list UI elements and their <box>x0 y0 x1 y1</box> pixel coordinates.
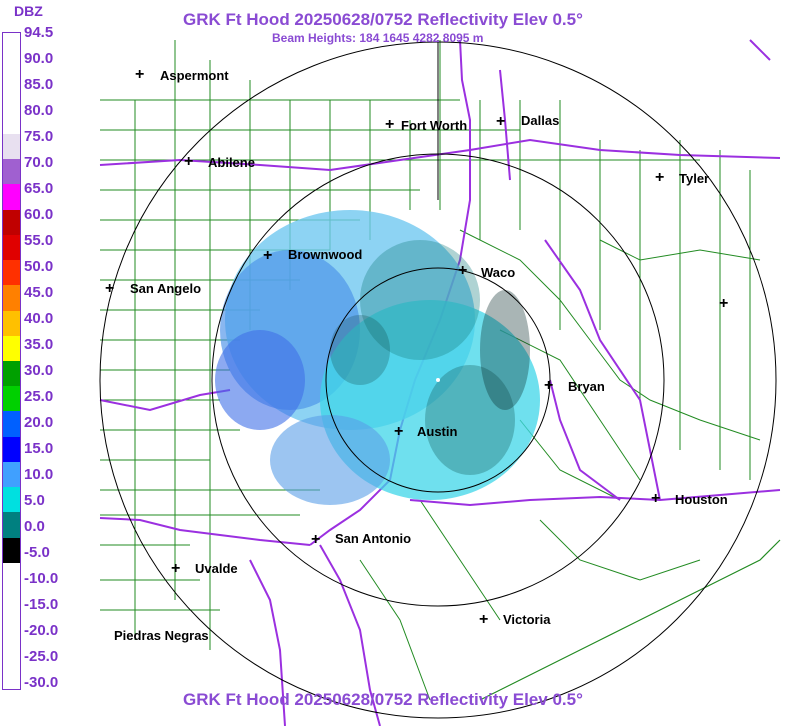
legend-swatch <box>3 58 20 84</box>
city-marker-bryan: + <box>544 377 554 394</box>
legend-swatch <box>3 588 20 614</box>
city-label-san-antonio: San Antonio <box>335 531 412 546</box>
legend-swatch <box>3 361 20 387</box>
legend-swatch <box>3 487 20 513</box>
city-label-waco: Waco <box>481 265 516 280</box>
map-footer-title: GRK Ft Hood 20250628/0752 Reflectivity E… <box>183 690 583 709</box>
legend-swatch <box>3 234 20 261</box>
reflectivity-echoes <box>215 210 540 505</box>
legend-swatch <box>3 461 20 488</box>
legend-swatch <box>3 335 20 362</box>
legend-label: -15.0 <box>24 596 59 613</box>
map-title: GRK Ft Hood 20250628/0752 Reflectivity E… <box>183 10 583 29</box>
legend-swatch <box>3 512 20 539</box>
legend-swatch <box>3 159 20 185</box>
legend-label: 75.0 <box>24 128 54 145</box>
legend-label: 30.0 <box>24 362 54 379</box>
legend-swatch <box>3 663 20 690</box>
city-label-san-angelo: San Angelo <box>130 281 202 296</box>
city-marker-austin: + <box>394 423 404 440</box>
city-label-fort-worth: Fort Worth <box>401 118 468 133</box>
legend-label: 15.0 <box>24 440 54 457</box>
legend-swatch <box>3 537 20 564</box>
legend-label: 90.0 <box>24 50 54 67</box>
city-marker-san-angelo: + <box>105 280 115 297</box>
legend-label: 5.0 <box>24 492 45 509</box>
city-marker-brownwood: + <box>263 247 273 264</box>
legend-label: 94.5 <box>24 24 54 41</box>
city-marker-houston: + <box>651 490 661 507</box>
radar-site <box>436 378 440 382</box>
city-label-tyler: Tyler <box>679 171 710 186</box>
city-label-austin: Austin <box>417 424 458 439</box>
legend-label: 80.0 <box>24 102 54 119</box>
legend-swatch <box>3 33 20 59</box>
legend-unit: DBZ <box>14 3 43 19</box>
legend-swatch <box>3 613 20 640</box>
legend-swatch <box>3 638 20 665</box>
city-marker-san-antonio: + <box>311 531 321 548</box>
legend-label: -25.0 <box>24 648 59 665</box>
city-marker-tyler: + <box>655 169 665 186</box>
legend-swatch <box>3 310 20 337</box>
city-marker-unnamed: + <box>719 295 729 312</box>
legend-label: -30.0 <box>24 674 59 691</box>
legend-swatch <box>3 436 20 463</box>
range-rings <box>99 40 777 719</box>
city-label-bryan: Bryan <box>568 379 605 394</box>
city-label-brownwood: Brownwood <box>288 247 363 262</box>
legend-swatch <box>3 133 20 160</box>
legend-label: 65.0 <box>24 180 54 197</box>
legend-swatch <box>3 562 20 589</box>
legend-label: 25.0 <box>24 388 54 405</box>
legend-label: -5.0 <box>24 544 50 561</box>
city-label-dallas: Dallas <box>521 113 560 128</box>
legend-label: 45.0 <box>24 284 54 301</box>
city-label-abilene: Abilene <box>208 155 255 170</box>
legend-label: 40.0 <box>24 310 54 327</box>
legend-label: 60.0 <box>24 206 54 223</box>
legend-swatch <box>3 386 20 412</box>
legend-label: 0.0 <box>24 518 45 535</box>
legend-label: 85.0 <box>24 76 54 93</box>
city-marker-abilene: + <box>184 153 194 170</box>
city-marker-waco: + <box>458 262 468 279</box>
color-legend: DBZ 94.5 90.0 85.0 80.0 75.0 70.0 65.0 60.0 55.0… <box>0 0 98 726</box>
city-marker-uvalde: + <box>171 560 181 577</box>
city-label-victoria: Victoria <box>503 612 551 627</box>
city-label-uvalde: Uvalde <box>195 561 238 576</box>
legend-swatch <box>3 184 20 211</box>
radar-map <box>99 39 781 726</box>
legend-label: 35.0 <box>24 336 54 353</box>
legend-color-bar <box>2 32 21 690</box>
legend-label: -20.0 <box>24 622 59 639</box>
city-marker-fort-worth: + <box>385 116 395 133</box>
legend-label: 70.0 <box>24 154 54 171</box>
legend-label: 55.0 <box>24 232 54 249</box>
city-label-aspermont: Aspermont <box>160 68 229 83</box>
legend-swatch <box>3 108 20 135</box>
county-boundaries <box>100 40 761 701</box>
city-marker-dallas: + <box>496 113 506 130</box>
city-marker-victoria: + <box>479 611 489 628</box>
legend-label: 20.0 <box>24 414 54 431</box>
city-marker-aspermont: + <box>135 66 145 83</box>
legend-swatch <box>3 209 20 236</box>
legend-swatch <box>3 285 20 312</box>
legend-swatch <box>3 83 20 110</box>
legend-label: 10.0 <box>24 466 54 483</box>
coastline <box>479 539 781 701</box>
beam-heights-subtitle: Beam Heights: 184 1645 4282 8095 m <box>272 31 484 45</box>
city-label-houston: Houston <box>675 492 728 507</box>
city-label-piedras-negras: Piedras Negras <box>114 628 209 643</box>
legend-label: 50.0 <box>24 258 54 275</box>
legend-swatch <box>3 260 20 286</box>
legend-swatch <box>3 411 20 438</box>
legend-label: -10.0 <box>24 570 59 587</box>
